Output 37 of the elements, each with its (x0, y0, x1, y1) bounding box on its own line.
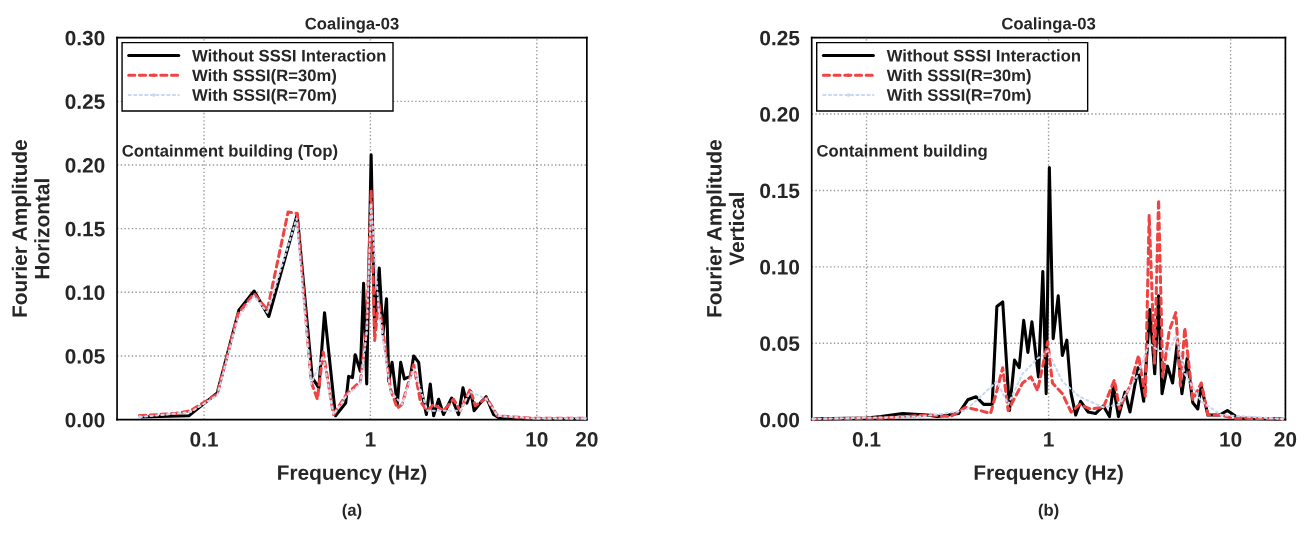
y-tick-label: 0.20 (65, 157, 105, 173)
x-tick-label: 0.1 (852, 432, 881, 447)
text: (a) (342, 503, 362, 520)
legend-label: With SSSI(R=70m) (886, 88, 1031, 105)
legend-label: Without SSSI Interaction (192, 49, 386, 62)
y-tick-label: 0.20 (760, 107, 800, 122)
annotation: Containment building (Top) (122, 144, 338, 161)
y-tick-label: 0.05 (760, 336, 800, 351)
x-tick-label: 0.1 (190, 432, 218, 447)
legend-label: Without SSSI Interaction (886, 49, 1080, 62)
y-tick-label: 0.10 (65, 285, 105, 301)
y-tick-label: 0.05 (65, 348, 105, 364)
y-tick-label: 0.25 (760, 30, 800, 46)
legend-label: With SSSI(R=30m) (886, 69, 1031, 85)
x-tick-label: 20 (1274, 432, 1297, 447)
y-tick-label: 0.00 (760, 412, 800, 428)
y-tick-label: 0.15 (65, 221, 105, 237)
x-tick-label: 1 (365, 432, 376, 447)
annotation: Containment building (817, 144, 987, 161)
x-tick-label: 10 (1220, 432, 1242, 447)
chart-title: Coalinga-03 (1002, 17, 1096, 33)
x-axis-title: Frequency (Hz) (974, 464, 1123, 485)
y-tick-label: 0.00 (65, 412, 105, 428)
legend-label: With SSSI(R=70m) (192, 88, 337, 105)
y-tick-label: 0.30 (65, 30, 105, 46)
legend-label: With SSSI(R=30m) (192, 69, 337, 85)
text: (b) (1038, 503, 1059, 520)
x-axis-title: Frequency (Hz) (278, 464, 427, 485)
y-tick-label: 0.10 (760, 259, 800, 275)
chart-title: Coalinga-03 (305, 17, 399, 33)
y-axis-title: Fourier Amplitude Vertical (706, 140, 745, 317)
y-tick-label: 0.15 (760, 183, 800, 199)
x-tick-label: 10 (526, 432, 548, 447)
x-tick-label: 20 (576, 432, 598, 447)
y-tick-label: 0.25 (65, 94, 105, 110)
y-axis-title: Fourier Amplitude Horizontal (11, 140, 50, 317)
x-tick-label: 1 (1044, 432, 1054, 447)
